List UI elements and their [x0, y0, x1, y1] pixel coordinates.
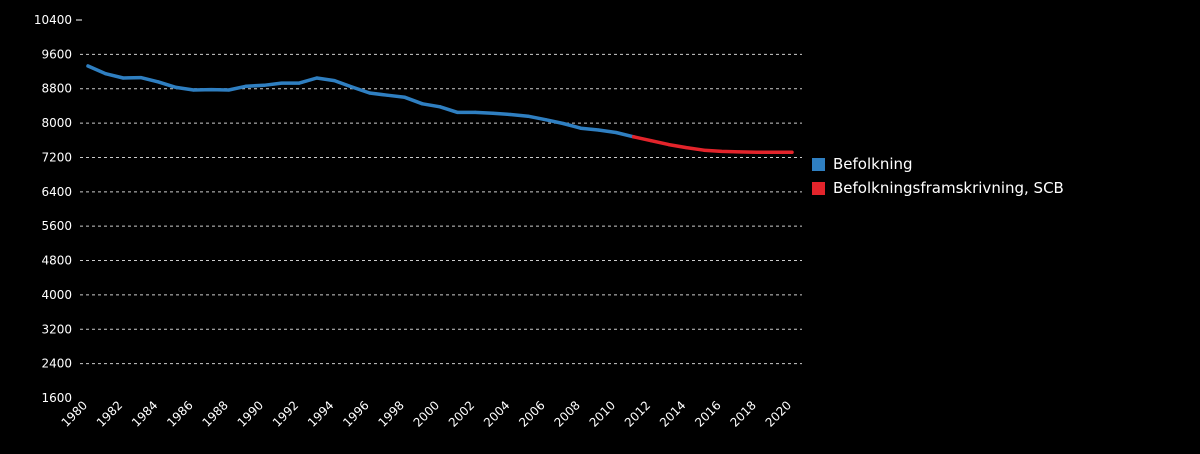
x-tick-label-2002: 2002 — [446, 398, 477, 429]
y-tick-label-5600: 5600 — [41, 219, 72, 233]
x-tick-label-1998: 1998 — [375, 398, 406, 429]
x-tick-label-2008: 2008 — [551, 398, 582, 429]
y-tick-label-3200: 3200 — [41, 322, 72, 336]
data-point-1-2013 — [667, 142, 671, 147]
y-tick-label-4000: 4000 — [41, 288, 72, 302]
legend-item-framskrivning: Befolkningsframskrivning, SCB — [812, 176, 1064, 200]
data-point-0-1988 — [227, 88, 231, 92]
grid-layer — [76, 19, 802, 365]
y-tick-label-6400: 6400 — [41, 185, 72, 199]
y-tick-label-8800: 8800 — [41, 82, 72, 96]
data-point-0-1995 — [350, 85, 354, 89]
x-tick-label-1984: 1984 — [129, 398, 160, 429]
data-point-0-1980 — [86, 64, 90, 68]
data-point-1-2020 — [790, 150, 794, 154]
data-point-0-2002 — [473, 110, 477, 114]
legend-label-framskrivning: Befolkningsframskrivning, SCB — [833, 179, 1064, 197]
data-point-0-2009 — [596, 128, 601, 132]
data-point-0-1997 — [385, 93, 389, 97]
series-layer — [86, 64, 794, 155]
series-line-1 — [631, 135, 794, 155]
x-tick-label-1994: 1994 — [305, 398, 336, 429]
x-tick-label-1988: 1988 — [199, 398, 230, 429]
data-point-0-1986 — [192, 88, 196, 92]
x-tick-label-2014: 2014 — [657, 398, 688, 429]
data-point-1-2019 — [772, 150, 777, 154]
data-point-1-2011 — [632, 135, 636, 139]
legend-label-befolkning: Befolkning — [833, 155, 913, 173]
data-point-0-1992 — [297, 81, 301, 85]
x-tick-label-2016: 2016 — [692, 398, 723, 429]
data-point-0-1987 — [209, 87, 213, 92]
data-point-0-2001 — [456, 110, 460, 114]
legend-item-befolkning: Befolkning — [812, 152, 1064, 176]
data-point-0-2005 — [526, 114, 530, 118]
y-tick-label-2400: 2400 — [41, 357, 72, 371]
x-tick-label-2012: 2012 — [622, 398, 653, 429]
data-point-0-1998 — [403, 95, 407, 99]
data-point-1-2012 — [649, 139, 653, 143]
x-tick-label-2018: 2018 — [727, 398, 758, 429]
legend-swatch-framskrivning — [812, 181, 825, 195]
x-tick-label-2004: 2004 — [481, 398, 512, 429]
data-point-0-1994 — [332, 78, 336, 83]
data-point-0-1989 — [244, 84, 248, 88]
y-tick-label-7200: 7200 — [41, 150, 72, 164]
data-point-0-1999 — [420, 102, 424, 106]
data-point-0-1990 — [262, 83, 266, 87]
data-point-0-2007 — [561, 121, 565, 126]
data-point-1-2017 — [737, 150, 741, 154]
x-tick-label-1982: 1982 — [94, 398, 125, 429]
series-line-0 — [86, 64, 636, 139]
data-point-0-1983 — [139, 75, 143, 80]
y-tick-label-10400: 10400 — [34, 13, 72, 27]
x-tick-label-1990: 1990 — [235, 398, 266, 429]
legend-swatch-befolkning — [812, 157, 825, 171]
data-point-0-1985 — [174, 85, 178, 90]
data-point-0-1996 — [368, 91, 372, 95]
data-point-1-2015 — [702, 148, 706, 152]
y-tick-label-9600: 9600 — [41, 47, 72, 61]
data-point-0-2004 — [508, 112, 512, 117]
data-point-0-1981 — [104, 72, 108, 76]
data-point-0-2006 — [544, 118, 548, 122]
data-point-0-1991 — [280, 81, 284, 85]
data-point-1-2016 — [720, 149, 724, 154]
x-tick-label-2020: 2020 — [763, 398, 794, 429]
data-point-0-2000 — [438, 105, 442, 109]
legend: Befolkning Befolkningsframskrivning, SCB — [812, 152, 1064, 200]
data-point-0-2008 — [579, 126, 583, 130]
y-tick-label-4800: 4800 — [41, 254, 72, 268]
data-point-1-2018 — [755, 150, 759, 154]
x-tick-label-1996: 1996 — [340, 398, 371, 429]
x-tick-label-2006: 2006 — [516, 398, 547, 429]
x-tick-label-1992: 1992 — [270, 398, 301, 429]
data-point-0-1982 — [121, 76, 125, 80]
x-tick-label-2010: 2010 — [587, 398, 618, 429]
axis-layer: 1600 2400 3200 4000 4800 5600 6400 7200 8000 8800… — [34, 13, 794, 430]
y-tick-label-8000: 8000 — [41, 116, 72, 130]
data-point-1-2014 — [684, 145, 689, 150]
x-tick-label-2000: 2000 — [411, 398, 442, 429]
y-tick-label-1600: 1600 — [41, 391, 72, 405]
x-tick-label-1986: 1986 — [164, 398, 195, 429]
data-point-0-2003 — [491, 111, 495, 115]
data-point-0-2010 — [614, 130, 618, 135]
data-point-0-1984 — [156, 80, 160, 84]
data-point-0-1993 — [315, 76, 319, 80]
